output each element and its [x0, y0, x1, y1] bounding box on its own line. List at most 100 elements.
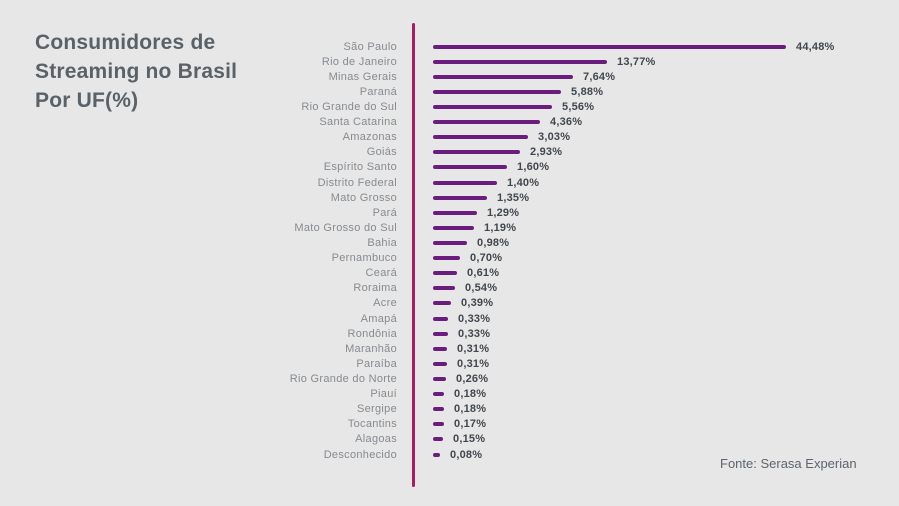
- chart-row: Acre 0,39%: [0, 296, 899, 311]
- bar: [433, 225, 474, 230]
- value-label: 0,61%: [467, 267, 500, 280]
- state-label: Sergipe: [356, 403, 397, 416]
- value-label: 1,60%: [517, 161, 550, 174]
- chart-row: Desconhecido 0,08%: [0, 447, 899, 462]
- chart-row: Rio Grande do Sul 5,56%: [0, 99, 899, 114]
- value-label: 0,18%: [454, 403, 487, 416]
- state-label: Ceará: [365, 267, 397, 280]
- state-label: Pernambuco: [331, 252, 397, 265]
- bar-area: 1,35%: [433, 192, 899, 204]
- bar-area: 0,33%: [433, 328, 899, 340]
- chart-row: Bahia 0,98%: [0, 235, 899, 250]
- source-credit: Fonte: Serasa Experian: [720, 456, 857, 471]
- bar-area: 0,39%: [433, 297, 899, 309]
- bar: [433, 437, 443, 442]
- state-label: Mato Grosso do Sul: [294, 221, 397, 234]
- bar: [433, 195, 487, 200]
- bar-area: 0,33%: [433, 313, 899, 325]
- state-label: Santa Catarina: [319, 116, 397, 129]
- bar: [433, 104, 552, 109]
- bar-area: 1,60%: [433, 161, 899, 173]
- value-label: 3,03%: [538, 131, 571, 144]
- bar-area: 0,31%: [433, 343, 899, 355]
- chart-row: Amazonas 3,03%: [0, 130, 899, 145]
- state-label: Distrito Federal: [317, 176, 397, 189]
- chart-row: Paraná 5,88%: [0, 84, 899, 99]
- value-label: 0,70%: [470, 252, 503, 265]
- value-label: 0,39%: [461, 297, 494, 310]
- bar: [433, 165, 507, 170]
- state-label: Paraíba: [356, 357, 397, 370]
- bar-area: 0,98%: [433, 237, 899, 249]
- chart-row: Rondônia 0,33%: [0, 326, 899, 341]
- state-label: Goiás: [366, 146, 397, 159]
- bar-area: 0,18%: [433, 403, 899, 415]
- value-label: 13,77%: [617, 55, 656, 68]
- bar: [433, 135, 528, 140]
- chart-row: Alagoas 0,15%: [0, 432, 899, 447]
- state-label: Roraima: [353, 282, 397, 295]
- value-label: 5,56%: [562, 100, 595, 113]
- chart-title: Consumidores de Streaming no Brasil Por …: [35, 31, 238, 112]
- bar-area: 0,15%: [433, 433, 899, 445]
- value-label: 0,15%: [453, 433, 486, 446]
- bar: [433, 331, 448, 336]
- state-label: Rio Grande do Norte: [289, 372, 397, 385]
- bar: [433, 59, 607, 64]
- bar: [433, 316, 448, 321]
- value-label: 0,08%: [450, 448, 483, 461]
- chart-row: Maranhão 0,31%: [0, 341, 899, 356]
- bar: [433, 271, 457, 276]
- bar: [433, 120, 540, 125]
- bar: [433, 376, 446, 381]
- chart-row: Ceará 0,61%: [0, 266, 899, 281]
- state-label: Rio de Janeiro: [321, 55, 397, 68]
- bar-area: 4,36%: [433, 116, 899, 128]
- state-label: Amazonas: [342, 131, 397, 144]
- chart-row: Piauí 0,18%: [0, 387, 899, 402]
- state-label: Paraná: [359, 85, 397, 98]
- state-label: Bahia: [367, 236, 397, 249]
- state-label: Piauí: [370, 388, 397, 401]
- bar: [433, 286, 455, 291]
- value-label: 0,18%: [454, 388, 487, 401]
- bar: [433, 256, 460, 261]
- chart-row: Amapá 0,33%: [0, 311, 899, 326]
- chart-row: Pernambuco 0,70%: [0, 251, 899, 266]
- chart-row: Tocantins 0,17%: [0, 417, 899, 432]
- chart-row: Mato Grosso 1,35%: [0, 190, 899, 205]
- value-label: 4,36%: [550, 116, 583, 129]
- value-label: 0,31%: [457, 357, 490, 370]
- bar-area: 7,64%: [433, 71, 899, 83]
- chart-row: Distrito Federal 1,40%: [0, 175, 899, 190]
- bar-area: 0,17%: [433, 418, 899, 430]
- state-label: Maranhão: [345, 342, 397, 355]
- value-label: 0,17%: [454, 418, 487, 431]
- bar: [433, 180, 497, 185]
- state-label: Tocantins: [347, 418, 397, 431]
- bar-area: 3,03%: [433, 131, 899, 143]
- bar-area: 0,70%: [433, 252, 899, 264]
- bar: [433, 452, 440, 457]
- bar: [433, 422, 444, 427]
- chart-row: Mato Grosso do Sul 1,19%: [0, 220, 899, 235]
- state-label: Desconhecido: [323, 448, 397, 461]
- bar-area: 5,88%: [433, 86, 899, 98]
- value-label: 1,35%: [497, 191, 530, 204]
- bar-area: 0,26%: [433, 373, 899, 385]
- chart-row: Sergipe 0,18%: [0, 402, 899, 417]
- bar: [433, 210, 477, 215]
- value-label: 0,33%: [458, 327, 491, 340]
- axis-baseline: [412, 23, 415, 487]
- state-label: Acre: [373, 297, 397, 310]
- chart-row: Rio de Janeiro 13,77%: [0, 54, 899, 69]
- state-label: Minas Gerais: [328, 70, 397, 83]
- bar-area: 44,48%: [433, 41, 899, 53]
- state-label: Amapá: [360, 312, 397, 325]
- value-label: 0,31%: [457, 342, 490, 355]
- chart-row: Rio Grande do Norte 0,26%: [0, 371, 899, 386]
- bar-area: 0,61%: [433, 267, 899, 279]
- bar: [433, 346, 447, 351]
- bar-area: 0,18%: [433, 388, 899, 400]
- bar: [433, 74, 573, 79]
